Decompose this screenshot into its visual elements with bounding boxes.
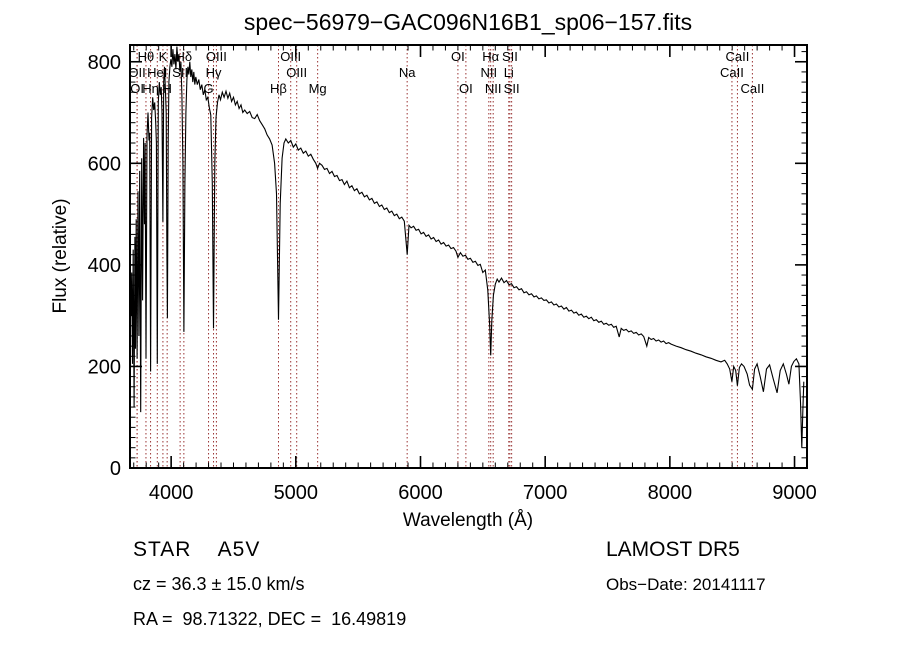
survey-release-text: LAMOST DR5: [606, 538, 740, 561]
spectral-line-label: Na: [399, 65, 416, 80]
y-tick-label: 200: [88, 356, 121, 378]
y-tick-label: 600: [88, 153, 121, 175]
x-tick-label: 9000: [772, 482, 817, 504]
spectral-line-label: Hα: [482, 49, 499, 64]
y-tick-label: 800: [88, 52, 121, 74]
spectral-line-label: SII: [502, 49, 518, 64]
spectral-line-label: SII: [504, 81, 520, 96]
spectral-line-label: OIII: [280, 49, 301, 64]
object-class-text: STAR A5V: [133, 538, 261, 561]
spectral-line-label: NII: [481, 65, 498, 80]
x-axis-label: Wavelength (Å): [403, 510, 533, 531]
ra-dec-text: RA = 98.71322, DEC = 16.49819: [133, 609, 407, 629]
spectral-line-label: NII: [485, 81, 502, 96]
spectral-line-label: Mg: [309, 81, 327, 96]
spectral-line-label: CaII: [740, 81, 764, 96]
spectral-line-label: CaII: [726, 49, 750, 64]
spectral-line-label: K: [159, 49, 168, 64]
spectral-line-label: Hβ: [270, 81, 287, 96]
spectral-line-label: OI: [451, 49, 465, 64]
spectral-line-label: G: [203, 81, 213, 96]
plot-title: spec−56979−GAC096N16B1_sp06−157.fits: [244, 9, 692, 35]
spectral-line-label: Hθ: [138, 49, 155, 64]
spectral-line-markers: [136, 45, 753, 468]
spectral-line-label: HeI: [147, 65, 167, 80]
spectral-line-label: OI: [459, 81, 473, 96]
x-tick-label: 4000: [149, 482, 194, 504]
spectral-line-label: Hγ: [206, 65, 222, 80]
spectral-line-label: Li: [504, 65, 514, 80]
x-tick-label: 7000: [523, 482, 568, 504]
plot-border: [129, 44, 808, 469]
spectral-line-label: OIII: [286, 65, 307, 80]
spectral-line-label: H: [162, 81, 171, 96]
axes: [129, 44, 808, 469]
tick-labels: 4000 5000 6000 7000 8000 9000 0 200 400 600 800: [88, 52, 817, 504]
obs-date-text: Obs−Date: 20141117: [606, 575, 766, 594]
y-tick-label: 400: [88, 255, 121, 277]
spectral-line-label: OIII: [206, 49, 227, 64]
x-tick-label: 6000: [398, 482, 443, 504]
radial-velocity-text: cz = 36.3 ± 15.0 km/s: [133, 574, 305, 594]
spectral-line-label: Hη: [142, 81, 159, 96]
x-tick-label: 5000: [274, 482, 319, 504]
spectrum-trace: [130, 46, 805, 448]
spectral-line-label: CaII: [720, 65, 744, 80]
y-tick-label: 0: [110, 458, 121, 480]
spectral-line-label: OII: [128, 65, 145, 80]
spectrum-path: [130, 46, 805, 448]
x-tick-label: 8000: [648, 482, 693, 504]
y-axis-label: Flux (relative): [50, 198, 71, 313]
